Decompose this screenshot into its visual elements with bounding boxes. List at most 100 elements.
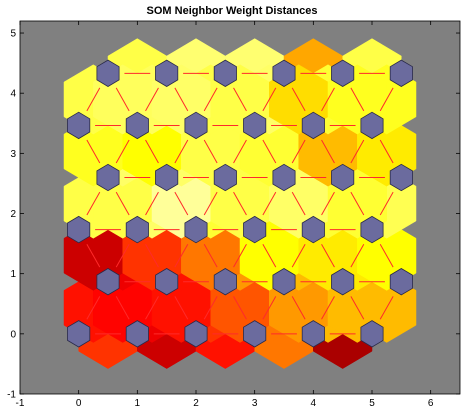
neuron-marker: [360, 320, 384, 348]
neighbor-edge: [350, 139, 365, 164]
neighbor-edge: [291, 243, 306, 268]
neighbor-edge: [379, 191, 394, 216]
neuron-marker: [272, 268, 296, 296]
neighbor-edge: [233, 296, 247, 320]
neighbor-edge: [291, 87, 306, 112]
neighbor-edge: [115, 87, 130, 112]
neighbor-edge: [291, 191, 306, 216]
neuron-marker: [67, 320, 91, 348]
neighbor-edge: [86, 139, 101, 164]
neuron-marker: [213, 59, 237, 87]
neighbor-edge: [174, 296, 189, 320]
neuron-marker: [125, 215, 149, 244]
neighbor-edge: [379, 243, 394, 268]
neighbor-edge: [379, 296, 394, 320]
neighbor-edge: [203, 191, 218, 216]
y-tick-label: -1: [7, 390, 16, 401]
neighbor-edge: [262, 139, 277, 164]
y-tick-label: 3: [10, 149, 16, 160]
neuron-marker: [213, 268, 237, 296]
neighbor-edge: [86, 243, 101, 268]
x-tick-label: 6: [428, 398, 434, 409]
neighbor-edge: [321, 87, 335, 112]
neuron-marker: [301, 215, 325, 244]
x-tick-label: -1: [16, 398, 25, 409]
chart-title: SOM Neighbor Weight Distances: [147, 5, 318, 17]
neuron-marker: [331, 59, 355, 87]
neighbor-edge: [203, 296, 218, 320]
neighbor-edge: [174, 139, 189, 164]
neuron-marker: [272, 59, 296, 87]
neuron-marker: [243, 215, 267, 244]
x-tick-label: 0: [76, 398, 82, 409]
neighbor-edge: [145, 191, 159, 216]
neighbor-edge: [350, 191, 365, 216]
neighbor-edge: [233, 87, 247, 112]
neuron-marker: [67, 111, 91, 140]
neuron-marker: [96, 163, 120, 192]
neuron-marker: [389, 59, 413, 87]
neighbor-edge: [115, 296, 130, 320]
neighbor-edge: [174, 87, 189, 112]
neighbor-edge: [145, 243, 159, 268]
neighbor-edge: [262, 243, 277, 268]
neuron-marker: [389, 268, 413, 296]
neighbor-edge: [321, 243, 335, 268]
neuron-marker: [301, 111, 325, 140]
neighbor-edge: [233, 139, 247, 164]
neuron-marker: [125, 320, 149, 348]
neighbor-edge: [145, 139, 159, 164]
neighbor-edge: [174, 191, 189, 216]
neighbor-edge: [262, 191, 277, 216]
neighbor-edge: [321, 191, 335, 216]
x-tick-label: 3: [252, 398, 258, 409]
axes: -1 0 1 2 3 4 5 6 -1 0 1 2 3 4 5: [7, 20, 461, 409]
neighbor-edge: [291, 296, 306, 320]
neuron-markers: [67, 59, 413, 348]
neuron-marker: [389, 163, 413, 192]
neuron-marker: [96, 268, 120, 296]
neuron-marker: [184, 111, 208, 140]
neighbor-edge: [233, 243, 247, 268]
axes-frame: [19, 20, 461, 395]
neighbor-edge: [262, 87, 277, 112]
neighbor-edge: [115, 191, 130, 216]
neighbor-edge: [379, 139, 394, 164]
neuron-marker: [155, 59, 179, 87]
neuron-marker: [155, 163, 179, 192]
neuron-marker: [301, 320, 325, 348]
x-tick-label: 1: [135, 398, 141, 409]
x-tick-label: 5: [369, 398, 375, 409]
neuron-marker: [331, 268, 355, 296]
y-tick-label: 5: [10, 29, 16, 40]
neighbor-edge: [350, 243, 365, 268]
neighbor-edge: [115, 243, 130, 268]
neighbor-edge: [262, 296, 277, 320]
neuron-marker: [67, 215, 91, 244]
neuron-marker: [96, 59, 120, 87]
neuron-marker: [155, 268, 179, 296]
neighbor-edge: [350, 296, 365, 320]
neighbor-edge: [86, 87, 101, 112]
neighbor-edge: [145, 296, 159, 320]
neuron-marker: [360, 215, 384, 244]
neuron-marker: [125, 111, 149, 140]
neighbor-edge: [203, 243, 218, 268]
neighbor-edge: [321, 139, 335, 164]
neighbor-edge: [291, 139, 306, 164]
neighbor-edge: [174, 243, 189, 268]
neighbor-edge: [86, 191, 101, 216]
neuron-marker: [184, 320, 208, 348]
neighbor-edge: [115, 139, 130, 164]
y-tick-label: 1: [10, 269, 16, 280]
y-tick-label: 0: [10, 329, 16, 340]
neuron-marker: [184, 215, 208, 244]
neighbor-edge: [86, 296, 101, 320]
neighbor-edges: [86, 72, 394, 335]
neighbor-edge: [350, 87, 365, 112]
neighbor-edge: [379, 87, 394, 112]
neuron-marker: [243, 320, 267, 348]
neuron-marker: [360, 111, 384, 140]
y-tick-label: 4: [10, 89, 16, 100]
